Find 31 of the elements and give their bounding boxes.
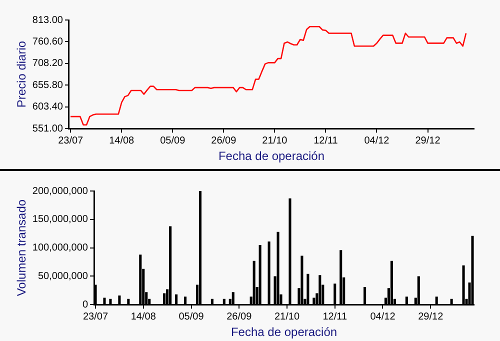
x-tick-label: 21/10 [262, 135, 288, 146]
x-tick-label: 29/12 [415, 135, 441, 146]
y-tick-label: 708.20 [32, 58, 64, 70]
y-tick-label: 100,000,000 [32, 242, 88, 254]
x-axis-title: Fecha de operación [230, 325, 338, 340]
x-tick-label: 29/12 [418, 311, 444, 322]
y-tick-label: 603.40 [32, 102, 64, 113]
x-tick-label: 26/09 [211, 135, 237, 146]
y-tick-label: 0 [82, 299, 88, 310]
y-tick-label: 813.00 [32, 14, 64, 26]
y-tick-label: 200,000,000 [32, 186, 88, 197]
x-tick-label: 12/11 [322, 311, 348, 322]
y-tick-label: 551.00 [32, 123, 64, 134]
x-tick-label: 23/07 [58, 135, 84, 146]
y-tick-label: 50,000,000 [38, 270, 88, 282]
x-tick-label: 12/11 [314, 135, 338, 146]
x-tick-label: 14/08 [109, 135, 135, 146]
x-tick-label: 14/08 [130, 311, 156, 322]
x-axis-title: Fecha de operación [218, 149, 325, 164]
x-tick-label: 05/09 [178, 311, 204, 322]
y-tick-label: 655.80 [32, 80, 64, 91]
y-axis-title: Precio diario [14, 40, 29, 108]
y-tick-label: 760.60 [32, 36, 64, 48]
x-tick-label: 04/12 [364, 135, 390, 146]
x-tick-label: 26/09 [226, 311, 252, 322]
y-axis-title: Volumen transado [14, 199, 29, 296]
x-tick-label: 23/07 [82, 311, 108, 322]
x-tick-label: 04/12 [370, 311, 396, 322]
x-tick-label: 21/10 [274, 311, 300, 322]
y-tick-label: 150,000,000 [32, 214, 88, 226]
x-tick-label: 05/09 [160, 135, 186, 146]
